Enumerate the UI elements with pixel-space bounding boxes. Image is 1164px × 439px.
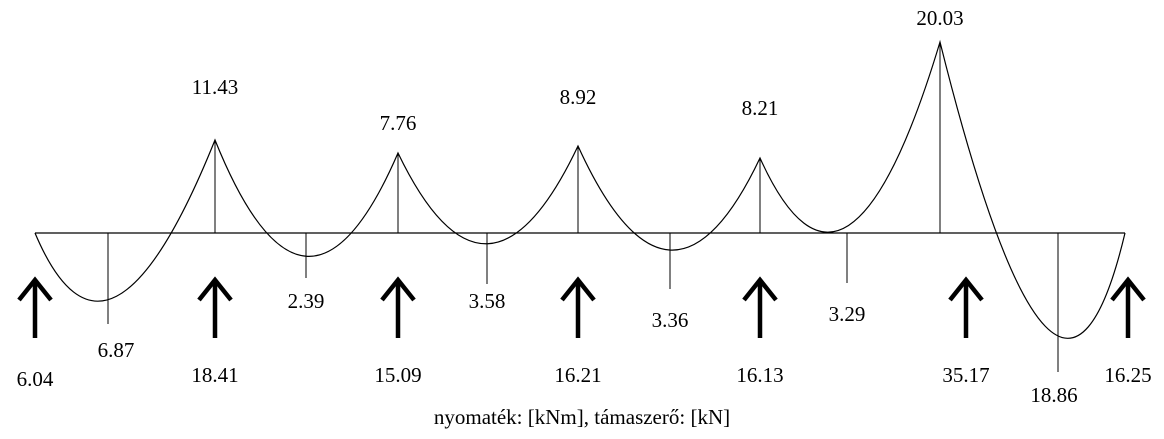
span-moment-label: 6.87 [98,338,135,362]
reaction-arrow [17,276,53,338]
reaction-label: 16.13 [736,363,783,387]
units-caption: nyomaték: [kNm], támaszerő: [kN] [434,405,730,429]
reaction-label: 35.17 [942,363,989,387]
reaction-label: 18.41 [191,363,238,387]
reaction-arrow [380,276,416,338]
span-moment-label: 2.39 [288,289,325,313]
reaction-label: 15.09 [374,363,421,387]
reaction-label: 16.25 [1104,363,1151,387]
support-moment-label: 11.43 [192,75,238,99]
reaction-arrow [1110,276,1146,338]
reaction-arrow [948,276,984,338]
span-moment-label: 18.86 [1030,383,1077,407]
support-moment-label: 20.03 [916,6,963,30]
span-moment-label: 3.58 [469,289,506,313]
reaction-label: 6.04 [17,367,54,391]
reaction-arrow [560,276,596,338]
reaction-label: 16.21 [554,363,601,387]
support-moment-label: 7.76 [380,111,417,135]
span-moment-label: 3.36 [652,308,689,332]
reaction-arrow [742,276,778,338]
span-moment-label: 3.29 [829,302,866,326]
reaction-arrow [197,276,233,338]
support-moment-label: 8.92 [560,85,597,109]
support-moment-label: 8.21 [742,96,779,120]
